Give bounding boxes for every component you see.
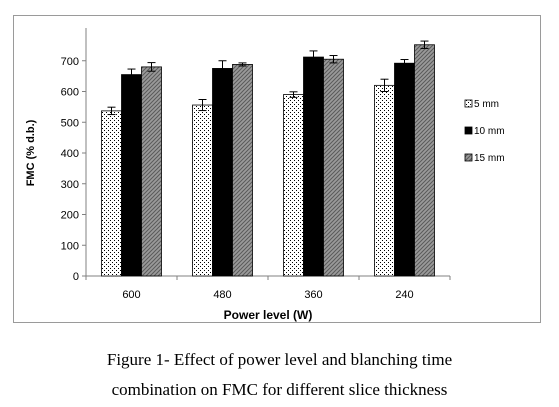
x-tick-label: 480	[213, 289, 231, 301]
figure-caption-line-1: Figure 1- Effect of power level and blan…	[106, 350, 453, 369]
y-tick-label: 300	[61, 179, 79, 191]
y-tick-label: 500	[61, 117, 79, 129]
bar-dots	[192, 104, 213, 277]
y-tick-label: 0	[73, 271, 79, 283]
x-axis-title: Power level (W)	[224, 308, 313, 322]
bar-hatch	[232, 64, 253, 277]
y-tick-label: 600	[61, 87, 79, 99]
bar-chart: 0 100 200 300 400 500 600 700 600 480 360 240 FMC (%…	[25, 28, 505, 322]
y-axis-title: FMC (% d.b.)	[25, 119, 37, 186]
bar-hatch	[414, 44, 435, 277]
x-tick-label: 600	[122, 289, 140, 301]
bar-hatch	[323, 58, 344, 277]
bar-solid	[394, 62, 415, 277]
y-tick-label: 700	[61, 56, 79, 68]
legend-swatch-hatch	[464, 153, 473, 162]
figure-caption-line-2: combination on FMC for different slice t…	[111, 380, 448, 399]
bar-hatch	[141, 66, 162, 277]
bar-solid	[212, 68, 233, 277]
legend-label: 15 mm	[474, 153, 505, 164]
legend-label: 10 mm	[474, 126, 505, 137]
bar-solid	[303, 56, 324, 277]
bar-solid	[121, 74, 142, 277]
legend-label: 5 mm	[474, 99, 499, 110]
x-tick-label: 240	[395, 289, 413, 301]
legend-swatch-dots	[464, 99, 473, 108]
y-tick-label: 100	[61, 240, 79, 252]
chart-area: 0 100 200 300 400 500 600 700 600 480 360 240 FMC (%…	[13, 15, 541, 323]
bar-dots	[101, 110, 122, 277]
y-tick-label: 400	[61, 148, 79, 160]
y-tick-label: 200	[61, 210, 79, 222]
bar-dots	[283, 94, 304, 277]
legend-swatch-solid	[464, 126, 473, 135]
bar-dots	[374, 84, 395, 277]
x-tick-label: 360	[304, 289, 322, 301]
